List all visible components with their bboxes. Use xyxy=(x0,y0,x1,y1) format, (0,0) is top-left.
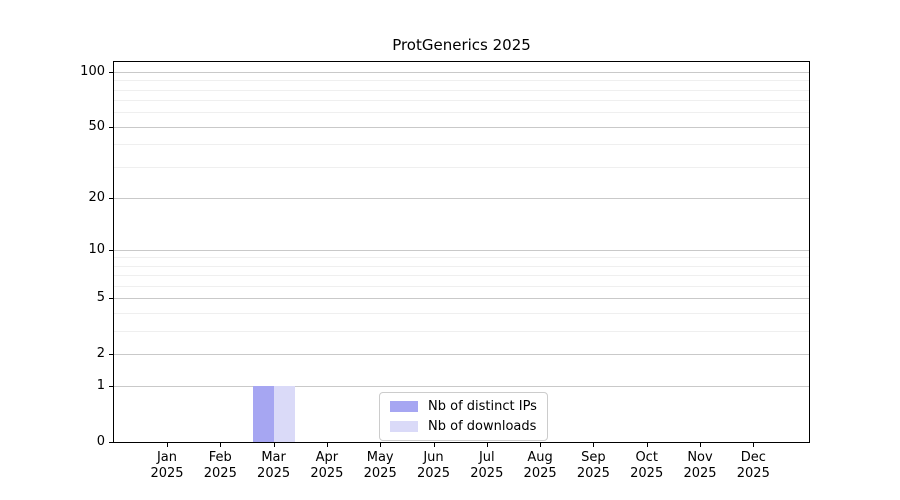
y-tick-mark xyxy=(109,72,113,73)
y-tick-label: 2 xyxy=(96,345,105,361)
legend: Nb of distinct IPs Nb of downloads xyxy=(379,392,548,441)
minor-gridline xyxy=(114,312,809,314)
x-tick-label-year: 2025 xyxy=(150,466,184,481)
x-tick-label-year: 2025 xyxy=(416,466,451,481)
major-gridline xyxy=(114,72,809,73)
bar-distinct-ips xyxy=(252,386,274,442)
x-tick-label-month: Feb xyxy=(208,450,232,465)
legend-label-distinct-ips: Nb of distinct IPs xyxy=(428,399,537,414)
x-tick-label-month: Dec xyxy=(740,450,766,465)
x-tick-label-month: Jan xyxy=(156,450,178,465)
x-tick-label-year: 2025 xyxy=(630,466,664,481)
minor-gridline xyxy=(114,275,809,277)
x-tick-label-month: Aug xyxy=(527,450,553,465)
minor-gridline xyxy=(114,285,809,287)
x-tick-label-month: Oct xyxy=(635,450,658,465)
y-tick-mark xyxy=(109,353,113,355)
legend-item-distinct-ips: Nb of distinct IPs xyxy=(390,399,537,414)
x-tick-mark xyxy=(380,443,382,447)
x-tick-label-year: 2025 xyxy=(363,466,397,481)
y-tick-mark xyxy=(109,197,113,199)
minor-gridline xyxy=(114,112,809,114)
y-tick-label: 10 xyxy=(88,241,105,257)
y-tick-label: 5 xyxy=(96,290,105,306)
minor-gridline xyxy=(114,265,809,267)
y-tick-mark xyxy=(109,298,113,300)
x-tick-mark xyxy=(167,443,168,447)
y-tick-label: 20 xyxy=(88,189,105,205)
x-tick-label-year: 2025 xyxy=(203,466,237,481)
y-tick-mark xyxy=(109,249,113,251)
x-tick-label-month: Apr xyxy=(315,450,339,465)
x-tick-label-month: Jul xyxy=(478,450,495,465)
y-tick-mark xyxy=(109,386,113,388)
legend-item-downloads: Nb of downloads xyxy=(390,419,537,434)
x-tick-mark xyxy=(593,443,595,447)
plot-area: Nb of distinct IPs Nb of downloads xyxy=(113,61,810,443)
minor-gridline xyxy=(114,80,809,82)
x-tick-mark xyxy=(753,443,755,447)
x-tick-label-year: 2025 xyxy=(310,466,344,481)
x-tick-label-year: 2025 xyxy=(576,466,610,481)
minor-gridline xyxy=(114,144,809,146)
x-tick-label-year: 2025 xyxy=(257,466,291,481)
major-gridline xyxy=(114,126,809,128)
major-gridline xyxy=(114,353,809,355)
x-tick-label-month: Jun xyxy=(423,450,444,465)
x-tick-mark xyxy=(540,443,542,447)
minor-gridline xyxy=(114,330,809,332)
legend-swatch-downloads-icon xyxy=(390,421,418,432)
x-tick-label-year: 2025 xyxy=(683,466,717,481)
x-tick-mark xyxy=(646,443,648,447)
x-tick-label-month: Sep xyxy=(581,450,606,465)
y-tick-label: 50 xyxy=(88,118,105,134)
x-tick-mark xyxy=(326,443,328,447)
minor-gridline xyxy=(114,89,809,91)
x-tick-mark xyxy=(220,443,222,447)
y-tick-label: 0 xyxy=(96,434,105,449)
minor-gridline xyxy=(114,166,809,168)
x-tick-label-year: 2025 xyxy=(736,466,770,481)
major-gridline xyxy=(114,386,809,388)
x-tick-label-year: 2025 xyxy=(470,466,504,481)
x-tick-mark xyxy=(700,443,701,447)
chart-title: ProtGenerics 2025 xyxy=(392,36,531,54)
minor-gridline xyxy=(114,100,809,102)
major-gridline xyxy=(114,249,809,251)
minor-gridline xyxy=(114,257,809,259)
x-tick-label-month: Nov xyxy=(687,450,713,465)
y-tick-label: 1 xyxy=(96,378,105,394)
y-tick-mark xyxy=(109,442,113,443)
y-tick-mark xyxy=(109,126,113,128)
x-tick-label-month: Mar xyxy=(261,450,286,465)
bar-downloads xyxy=(273,386,295,442)
x-tick-mark xyxy=(486,443,488,447)
legend-swatch-distinct-ips-icon xyxy=(390,401,418,412)
major-gridline xyxy=(114,197,809,199)
x-tick-mark xyxy=(433,443,435,447)
major-gridline xyxy=(114,298,809,300)
x-tick-label-month: May xyxy=(366,450,394,465)
x-tick-label-year: 2025 xyxy=(523,466,557,481)
y-tick-label: 100 xyxy=(80,64,105,79)
legend-label-downloads: Nb of downloads xyxy=(428,419,537,434)
x-tick-mark xyxy=(273,443,275,447)
